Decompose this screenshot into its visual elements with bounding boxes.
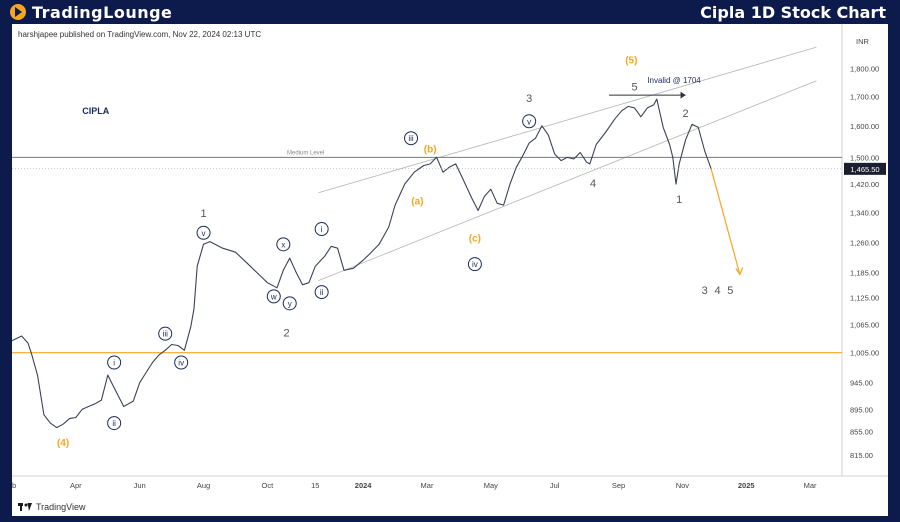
- y-tick-label: 1,065.00: [850, 320, 879, 329]
- wave-label-circle: [107, 355, 122, 370]
- x-tick-label: Sep: [612, 481, 625, 490]
- x-tick-label: Jul: [550, 481, 560, 490]
- wave-label-circle: [107, 416, 122, 431]
- wave-label-orange: (a): [411, 197, 423, 208]
- invalid-arrowhead: [680, 91, 686, 99]
- wave-label-number: 2: [683, 108, 689, 120]
- wave-label-roman: y: [288, 299, 292, 308]
- wave-label-circle: [276, 237, 291, 252]
- y-tick-label: 1,800.00: [850, 64, 879, 73]
- price-badge-bg: [844, 162, 886, 175]
- wave-label-roman: iv: [472, 260, 478, 269]
- wave-label-orange: (c): [469, 234, 481, 245]
- wave-label-orange: (b): [424, 144, 437, 155]
- wave-label-orange: (5): [625, 55, 637, 66]
- wave-label-roman: v: [202, 229, 206, 238]
- wave-label-number: 4: [590, 178, 596, 190]
- chart-panel: harshjapee published on TradingView.com,…: [12, 24, 888, 516]
- wave-label-circle: [158, 326, 173, 341]
- y-tick-label: 895.00: [850, 405, 873, 414]
- y-tick-label: 1,260.00: [850, 238, 879, 247]
- channel-line-upper: [318, 46, 817, 194]
- x-tick-label: Mar: [804, 481, 817, 490]
- y-tick-label: 945.00: [850, 379, 873, 388]
- tradingview-footer: TradingView: [18, 502, 86, 512]
- projection-arrowhead: [735, 267, 744, 276]
- median-level-label: Medium Level: [287, 150, 324, 156]
- publisher-line: harshjapee published on TradingView.com,…: [18, 30, 262, 39]
- x-tick-label: 2024: [355, 481, 373, 490]
- tradingview-logo-icon: [18, 503, 32, 511]
- wave-label-roman: v: [527, 117, 531, 126]
- x-tick-label: Jun: [134, 481, 146, 490]
- y-tick-label: 855.00: [850, 428, 873, 437]
- y-tick-label: 1,185.00: [850, 268, 879, 277]
- y-tick-label: 1,500.00: [850, 153, 879, 162]
- wave-label-roman: iii: [408, 134, 414, 143]
- top-bar: TradingLounge Cipla 1D Stock Chart: [0, 0, 900, 24]
- y-tick-label: 815.00: [850, 451, 873, 460]
- y-tick-label: 1,125.00: [850, 294, 879, 303]
- play-icon: [10, 4, 26, 20]
- wave-label-circle: [196, 225, 211, 240]
- wave-label-number: 2: [283, 328, 289, 340]
- y-tick-label: 1,340.00: [850, 208, 879, 217]
- wave-label-roman: ii: [112, 419, 116, 428]
- wave-label-roman: ii: [320, 288, 324, 297]
- wave-label-circle: [314, 285, 329, 300]
- x-tick-label: Mar: [421, 481, 434, 490]
- projection-line: [710, 168, 741, 275]
- wave-label-number: 1: [676, 194, 682, 206]
- wave-label-circle: [314, 222, 329, 237]
- currency-label: INR: [856, 37, 870, 46]
- wave-label-circle: [174, 355, 189, 370]
- x-tick-label: Aug: [197, 481, 210, 490]
- brand-name: TradingLounge: [32, 2, 173, 22]
- wave-label-number: 3: [526, 93, 532, 105]
- wave-label-circle: [282, 296, 297, 311]
- tradingview-brand: TradingView: [36, 502, 86, 512]
- y-tick-label: 1,420.00: [850, 180, 879, 189]
- wave-label-orange: (4): [57, 438, 69, 449]
- x-tick-label: Nov: [676, 481, 690, 490]
- x-tick-label: 15: [311, 481, 319, 490]
- x-tick-label: 2025: [738, 481, 755, 490]
- price-badge: 1,465.50: [850, 165, 879, 174]
- x-tick-label: Oct: [262, 481, 275, 490]
- y-tick-label: 1,700.00: [850, 92, 879, 101]
- price-line: [12, 98, 712, 429]
- y-tick-label: 1,600.00: [850, 122, 879, 131]
- symbol-label: CIPLA: [82, 106, 110, 116]
- wave-label-roman: iii: [163, 330, 169, 339]
- x-tick-label: Apr: [70, 481, 82, 490]
- invalid-label: Invalid @ 1704: [647, 76, 701, 85]
- brand-logo: TradingLounge: [10, 2, 173, 22]
- wave-label-number: 4: [714, 285, 720, 297]
- price-chart[interactable]: 815.00 855.00 895.00 945.00 1,005.00 1,065.00…: [12, 24, 888, 516]
- wave-label-circle: [467, 257, 482, 272]
- wave-label-circle: [404, 131, 419, 146]
- wave-label-number: 5: [631, 82, 637, 94]
- wave-label-circle: [266, 289, 281, 304]
- wave-label-roman: i: [321, 225, 323, 234]
- x-tick-label: eb: [12, 481, 16, 490]
- wave-label-roman: iv: [178, 359, 184, 368]
- wave-label-number: 3: [702, 285, 708, 297]
- x-tick-label: May: [484, 481, 498, 490]
- wave-label-roman: x: [281, 240, 285, 249]
- wave-label-roman: i: [113, 359, 115, 368]
- wave-label-number: 5: [727, 285, 733, 297]
- wave-label-number: 1: [200, 208, 206, 220]
- channel-line-lower: [318, 80, 817, 282]
- y-tick-label: 1,005.00: [850, 349, 879, 358]
- chart-title: Cipla 1D Stock Chart: [700, 3, 886, 22]
- wave-label-roman: w: [270, 292, 277, 301]
- wave-label-circle: [522, 114, 537, 129]
